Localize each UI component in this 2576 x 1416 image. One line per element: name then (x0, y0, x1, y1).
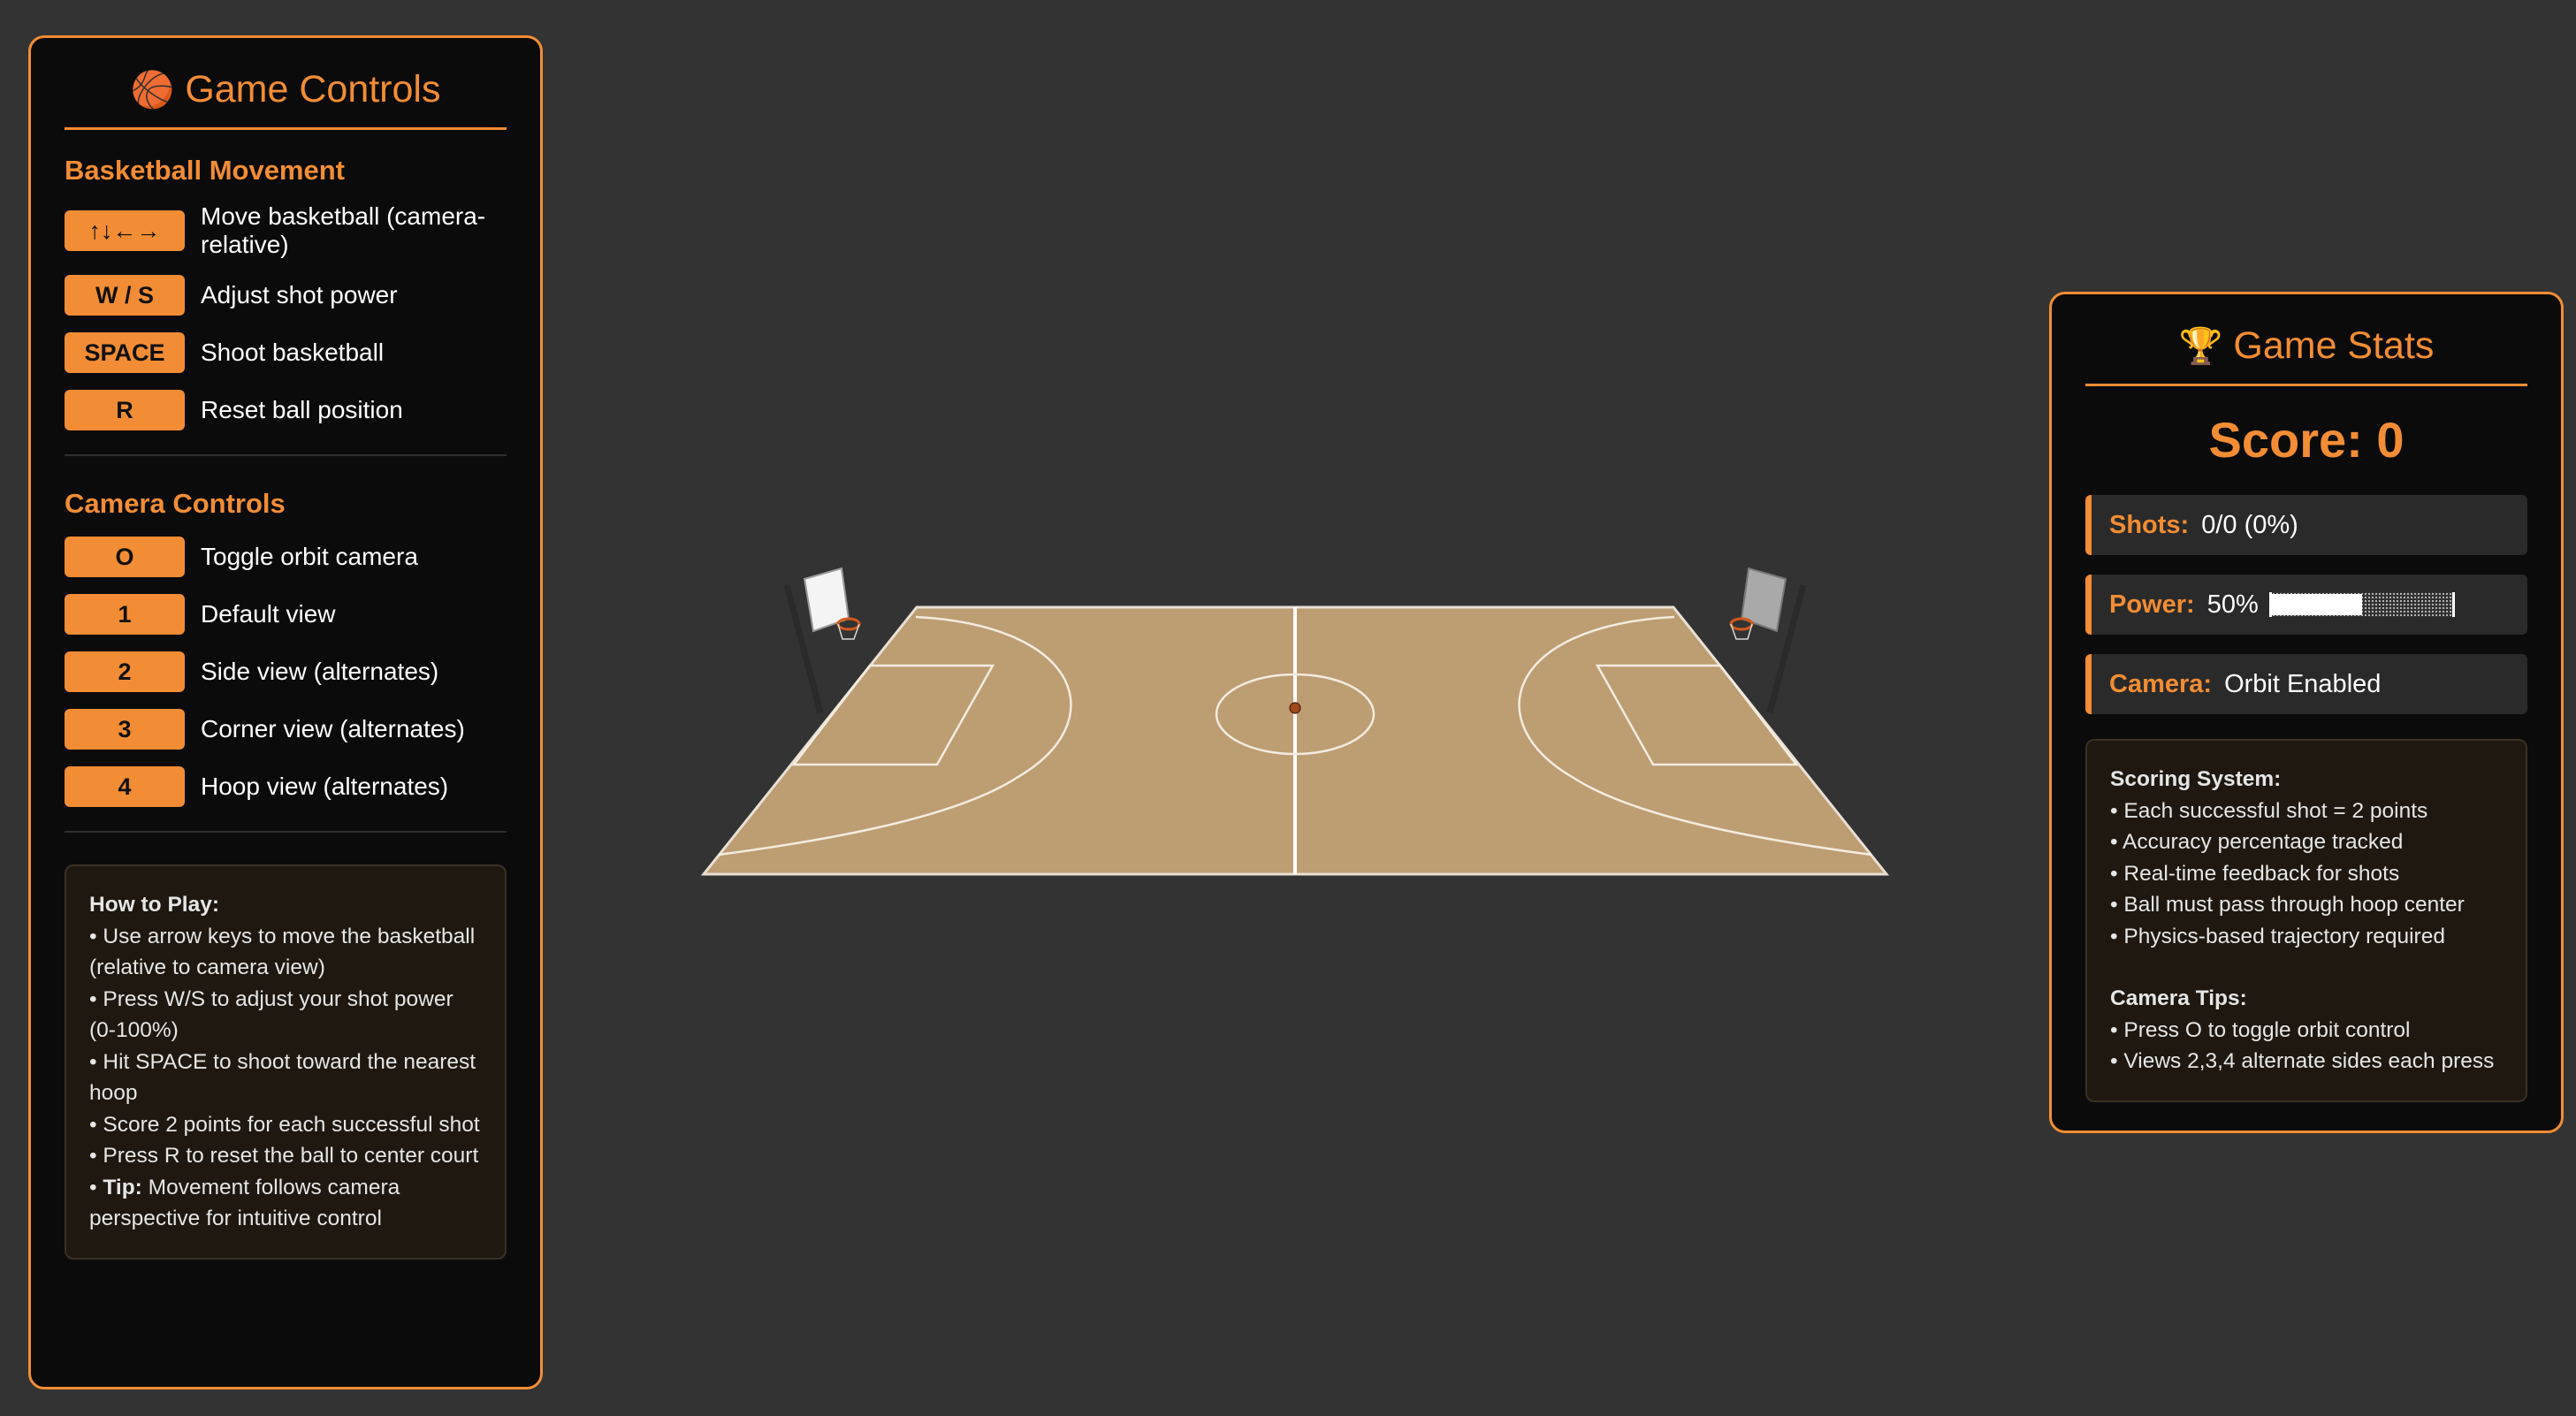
left-backboard (803, 567, 850, 633)
how-to-play-line: • Score 2 points for each successful sho… (89, 1112, 480, 1137)
camera-tip-line: • Press O to toggle orbit control (2110, 1017, 2411, 1042)
tip-label: Tip: (103, 1175, 142, 1199)
basketball[interactable] (1289, 702, 1301, 714)
camera-label: Camera: (2109, 669, 2213, 698)
divider (65, 454, 507, 456)
scoring-line: • Physics-based trajectory required (2110, 924, 2445, 948)
controls-title: 🏀 Game Controls (65, 68, 507, 130)
how-to-play-line: • Hit SPACE to shoot toward the nearest … (89, 1049, 476, 1106)
game-controls-panel: 🏀 Game Controls Basketball Movement ↑↓←→… (28, 35, 543, 1389)
movement-section-title: Basketball Movement (65, 155, 345, 186)
control-desc: Hoop view (alternates) (201, 773, 449, 800)
control-desc: Toggle orbit camera (201, 543, 418, 570)
camera-section-title: Camera Controls (65, 488, 286, 519)
basketball-icon: 🏀 (130, 70, 175, 110)
power-label: Power: (2109, 590, 2195, 619)
arrow-keys-badge: ↑↓←→ (65, 210, 185, 251)
control-row-view-2: 2 Side view (alternates) (65, 651, 507, 693)
scoring-line: • Ball must pass through hoop center (2110, 893, 2465, 917)
shots-value: 0/0 (0%) (2201, 510, 2298, 539)
control-row-orbit: O Toggle orbit camera (65, 536, 507, 578)
o-key-badge: O (65, 537, 185, 577)
trophy-icon: 🏆 (2178, 326, 2223, 366)
shots-stat: Shots: 0/0 (0%) (2085, 495, 2527, 555)
game-stats-panel: 🏆 Game Stats Score: 0 Shots: 0/0 (0%) Po… (2049, 292, 2564, 1133)
right-backboard (1740, 567, 1787, 633)
control-desc: Corner view (alternates) (201, 715, 465, 742)
stats-title: 🏆 Game Stats (2085, 324, 2527, 386)
left-key (791, 664, 995, 766)
control-desc: Reset ball position (201, 396, 403, 423)
power-bar (2268, 592, 2455, 617)
how-to-play-tip: • Tip: Movement follows camera perspecti… (89, 1175, 400, 1231)
right-three-point-arc (1518, 615, 1872, 856)
center-circle (1215, 673, 1376, 756)
left-net (837, 623, 860, 640)
power-bar-fill (2271, 594, 2362, 615)
how-to-play-line: • Press R to reset the ball to center co… (89, 1144, 479, 1168)
left-three-point-arc (718, 615, 1072, 856)
scoring-line: • Each successful shot = 2 points (2110, 798, 2428, 823)
camera-tip-line: • Views 2,3,4 alternate sides each press (2110, 1049, 2495, 1073)
control-row-view-4: 4 Hoop view (alternates) (65, 765, 507, 808)
control-desc: Default view (201, 600, 336, 628)
how-to-play-line: • Use arrow keys to move the basketball … (89, 924, 476, 980)
score-display: Score: 0 (2208, 412, 2405, 468)
key-3-badge: 3 (65, 709, 185, 750)
how-to-play-title: How to Play: (89, 893, 220, 917)
control-desc: Adjust shot power (201, 281, 398, 308)
shots-label: Shots: (2109, 510, 2190, 539)
scoring-title: Scoring System: (2110, 767, 2282, 791)
ws-key-badge: W / S (65, 275, 185, 316)
right-key (1595, 664, 1799, 766)
control-row-shoot: SPACE Shoot basketball (65, 331, 507, 374)
how-to-play-line: • Press W/S to adjust your shot power (0… (89, 986, 453, 1043)
control-row-reset: R Reset ball position (65, 389, 507, 431)
right-hoop (1729, 567, 1807, 713)
key-1-badge: 1 (65, 594, 185, 635)
camera-value: Orbit Enabled (2224, 669, 2382, 698)
tip-text: Movement follows camera perspective for … (89, 1175, 400, 1231)
stats-title-text: Game Stats (2233, 324, 2435, 367)
power-stat: Power: 50% (2085, 575, 2527, 635)
how-to-play-box: How to Play: • Use arrow keys to move th… (65, 864, 507, 1260)
left-hoop-pole (783, 584, 824, 713)
r-key-badge: R (65, 390, 185, 430)
control-row-move: ↑↓←→ Move basketball (camera-relative) (65, 202, 507, 259)
key-4-badge: 4 (65, 766, 185, 807)
controls-title-text: Game Controls (185, 68, 441, 110)
control-row-view-3: 3 Corner view (alternates) (65, 708, 507, 750)
spacer (2110, 952, 2503, 983)
basketball-court-canvas[interactable] (690, 548, 1892, 902)
key-2-badge: 2 (65, 651, 185, 692)
left-rim (836, 617, 861, 631)
control-desc: Move basketball (camera-relative) (201, 202, 486, 258)
control-row-power: W / S Adjust shot power (65, 274, 507, 316)
right-hoop-pole (1766, 584, 1807, 713)
right-rim (1729, 617, 1754, 631)
right-net (1730, 623, 1753, 640)
power-value: 50% (2206, 590, 2259, 619)
control-desc: Side view (alternates) (201, 658, 439, 685)
camera-stat: Camera: Orbit Enabled (2085, 654, 2527, 714)
control-desc: Shoot basketball (201, 339, 385, 366)
left-hoop (783, 567, 861, 713)
camera-tips-title: Camera Tips: (2110, 986, 2247, 1010)
divider (65, 831, 507, 833)
control-row-view-1: 1 Default view (65, 593, 507, 636)
scoring-line: • Real-time feedback for shots (2110, 861, 2400, 886)
scoring-line: • Accuracy percentage tracked (2110, 830, 2404, 854)
scoring-info-box: Scoring System: • Each successful shot =… (2085, 739, 2527, 1102)
space-key-badge: SPACE (65, 332, 185, 373)
